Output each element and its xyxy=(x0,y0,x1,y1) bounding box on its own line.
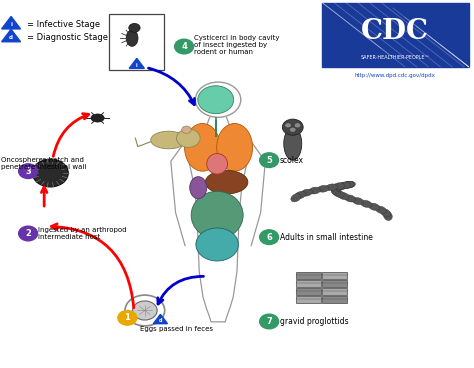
Polygon shape xyxy=(154,314,167,324)
Circle shape xyxy=(18,164,37,178)
Text: d: d xyxy=(9,35,13,40)
FancyBboxPatch shape xyxy=(322,272,346,279)
Text: gravid proglottids: gravid proglottids xyxy=(280,317,348,326)
Circle shape xyxy=(133,301,157,320)
Ellipse shape xyxy=(190,177,207,199)
Circle shape xyxy=(176,129,200,147)
Text: 5: 5 xyxy=(266,156,272,164)
Text: 2: 2 xyxy=(25,229,31,238)
Ellipse shape xyxy=(151,131,186,149)
Polygon shape xyxy=(1,29,20,42)
Ellipse shape xyxy=(295,191,306,199)
Ellipse shape xyxy=(333,190,344,198)
Circle shape xyxy=(294,123,301,128)
Ellipse shape xyxy=(342,181,354,188)
Ellipse shape xyxy=(184,124,220,171)
Text: Adults in small intestine: Adults in small intestine xyxy=(280,233,373,242)
Text: d: d xyxy=(159,318,162,323)
Polygon shape xyxy=(1,17,20,29)
Ellipse shape xyxy=(337,183,349,189)
Circle shape xyxy=(129,24,140,32)
Ellipse shape xyxy=(338,192,349,199)
Text: 4: 4 xyxy=(181,42,187,51)
Text: = Diagnostic Stage: = Diagnostic Stage xyxy=(27,33,108,42)
Ellipse shape xyxy=(91,114,104,122)
Ellipse shape xyxy=(361,200,372,208)
Circle shape xyxy=(285,123,292,128)
Ellipse shape xyxy=(309,187,320,194)
Text: 7: 7 xyxy=(266,317,272,326)
FancyBboxPatch shape xyxy=(322,3,469,67)
Text: http://www.dpd.cdc.gov/dpdx: http://www.dpd.cdc.gov/dpdx xyxy=(355,73,436,78)
Ellipse shape xyxy=(339,182,351,189)
Circle shape xyxy=(118,311,137,325)
Circle shape xyxy=(32,159,68,187)
Ellipse shape xyxy=(333,183,345,190)
Circle shape xyxy=(260,153,279,167)
Ellipse shape xyxy=(332,184,342,192)
Circle shape xyxy=(18,226,37,241)
Text: Oncospheres hatch and
penetrate intestinal wall: Oncospheres hatch and penetrate intestin… xyxy=(0,158,86,170)
Ellipse shape xyxy=(341,182,352,188)
Ellipse shape xyxy=(381,209,391,217)
Text: 3: 3 xyxy=(25,167,31,176)
Ellipse shape xyxy=(207,153,228,174)
Ellipse shape xyxy=(352,198,364,205)
Text: i: i xyxy=(136,63,137,68)
FancyBboxPatch shape xyxy=(322,288,346,295)
Text: 1: 1 xyxy=(124,313,130,322)
Ellipse shape xyxy=(331,187,341,196)
Ellipse shape xyxy=(205,170,248,194)
FancyBboxPatch shape xyxy=(109,14,164,70)
FancyBboxPatch shape xyxy=(322,280,346,287)
Text: CDC: CDC xyxy=(361,18,429,45)
Ellipse shape xyxy=(198,86,234,114)
Circle shape xyxy=(283,119,303,135)
Text: Eggs passed in feces: Eggs passed in feces xyxy=(140,326,213,332)
Ellipse shape xyxy=(345,195,356,202)
FancyBboxPatch shape xyxy=(296,280,320,287)
Text: Cysticerci in body cavity
of insect ingested by
rodent or human: Cysticerci in body cavity of insect inge… xyxy=(193,35,279,55)
Ellipse shape xyxy=(284,127,302,160)
FancyBboxPatch shape xyxy=(296,272,320,279)
Text: scolex: scolex xyxy=(280,156,303,164)
FancyBboxPatch shape xyxy=(322,296,346,303)
Circle shape xyxy=(182,126,191,134)
Polygon shape xyxy=(129,59,145,68)
Ellipse shape xyxy=(383,212,392,220)
Ellipse shape xyxy=(334,183,346,191)
Circle shape xyxy=(260,314,279,329)
Ellipse shape xyxy=(291,194,301,202)
Ellipse shape xyxy=(369,203,380,210)
Ellipse shape xyxy=(318,185,329,192)
Ellipse shape xyxy=(344,181,356,188)
Ellipse shape xyxy=(217,124,253,171)
Ellipse shape xyxy=(126,30,138,46)
Text: 6: 6 xyxy=(266,233,272,242)
Circle shape xyxy=(174,39,193,54)
FancyBboxPatch shape xyxy=(296,296,320,303)
Text: = Infective Stage: = Infective Stage xyxy=(27,20,100,29)
Ellipse shape xyxy=(326,184,337,191)
Ellipse shape xyxy=(301,189,312,196)
Circle shape xyxy=(125,295,164,326)
Ellipse shape xyxy=(375,206,386,213)
Circle shape xyxy=(290,127,296,132)
Ellipse shape xyxy=(331,185,340,194)
Ellipse shape xyxy=(343,181,355,188)
Ellipse shape xyxy=(191,191,243,239)
Text: i: i xyxy=(10,22,12,27)
Text: Ingested by an arthropod
intermediate host: Ingested by an arthropod intermediate ho… xyxy=(37,227,126,240)
Circle shape xyxy=(260,230,279,244)
FancyBboxPatch shape xyxy=(296,288,320,295)
Text: SAFER·HEALTHIER·PEOPLE™: SAFER·HEALTHIER·PEOPLE™ xyxy=(361,55,430,60)
Ellipse shape xyxy=(196,228,238,261)
